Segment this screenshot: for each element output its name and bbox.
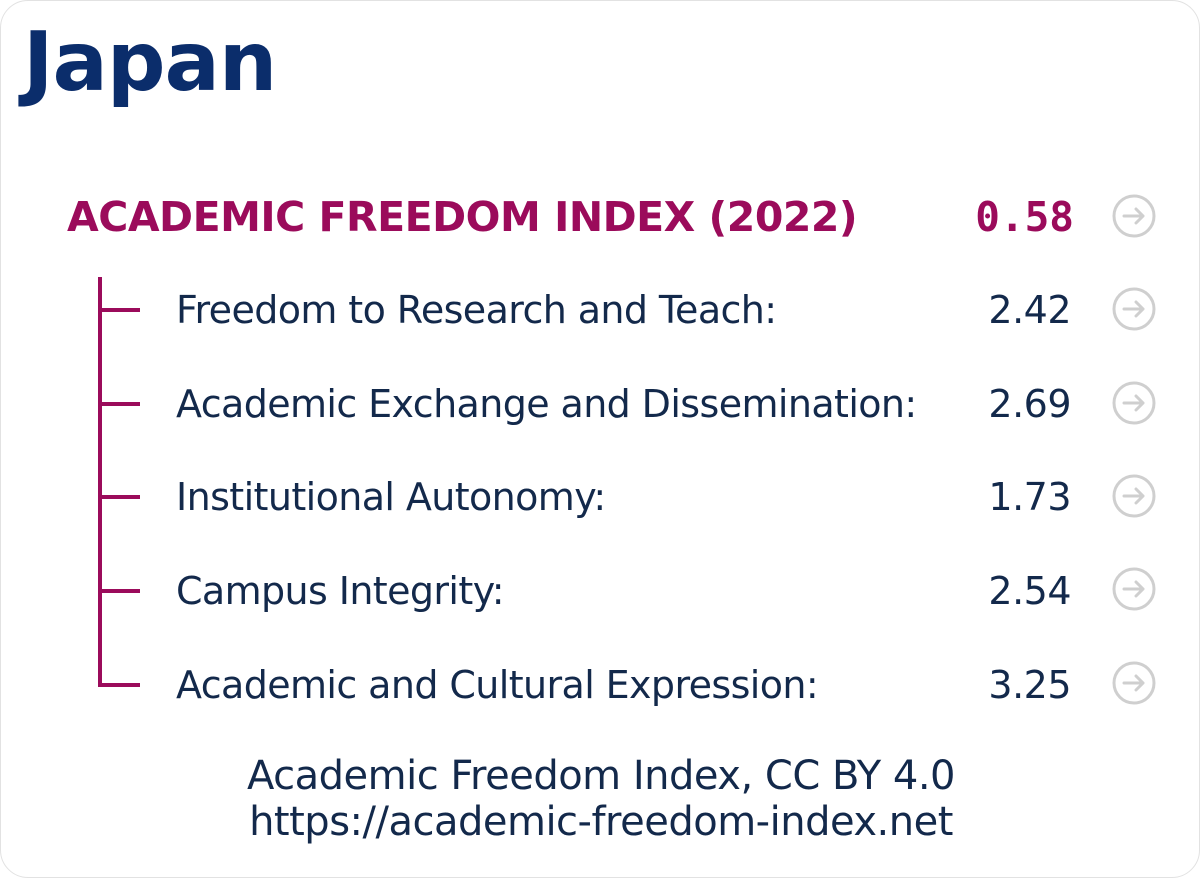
tree-branch [98, 495, 140, 499]
index-value: 0.58 [975, 193, 1074, 241]
tree-branch [98, 308, 140, 312]
indicator-details-button[interactable] [1112, 287, 1156, 331]
index-row: ACADEMIC FREEDOM INDEX (2022) 0.58 [67, 187, 1077, 247]
indicator-details-button[interactable] [1112, 381, 1156, 425]
arrow-right-circle-icon [1112, 381, 1156, 425]
tree-connector-line [98, 277, 102, 687]
indicator-value: 2.54 [988, 569, 1071, 613]
tree-branch [98, 589, 140, 593]
country-title: Japan [23, 15, 277, 110]
arrow-right-circle-icon [1112, 194, 1156, 238]
attribution-source: Academic Freedom Index, CC BY 4.0 [246, 753, 956, 799]
attribution-footer: Academic Freedom Index, CC BY 4.0 https:… [1, 753, 1200, 845]
tree-branch [98, 402, 140, 406]
indicator-value: 2.69 [988, 382, 1071, 426]
index-label: ACADEMIC FREEDOM INDEX (2022) [67, 193, 858, 241]
indicator-value: 1.73 [988, 475, 1071, 519]
indicator-value: 2.42 [988, 288, 1071, 332]
arrow-right-circle-icon [1112, 661, 1156, 705]
attribution-url[interactable]: https://academic-freedom-index.net [249, 799, 953, 845]
arrow-right-circle-icon [1112, 474, 1156, 518]
index-details-button[interactable] [1112, 194, 1156, 238]
indicator-label: Campus Integrity: [176, 569, 505, 613]
indicator-details-button[interactable] [1112, 661, 1156, 705]
arrow-right-circle-icon [1112, 567, 1156, 611]
indicator-details-button[interactable] [1112, 474, 1156, 518]
indicator-label: Institutional Autonomy: [176, 475, 606, 519]
tree-branch [98, 683, 140, 687]
indicator-value: 3.25 [988, 663, 1071, 707]
indicator-label: Academic and Cultural Expression: [176, 663, 819, 707]
indicator-label: Academic Exchange and Dissemination: [176, 382, 917, 426]
indicator-details-button[interactable] [1112, 567, 1156, 611]
arrow-right-circle-icon [1112, 287, 1156, 331]
indicator-label: Freedom to Research and Teach: [176, 288, 777, 332]
